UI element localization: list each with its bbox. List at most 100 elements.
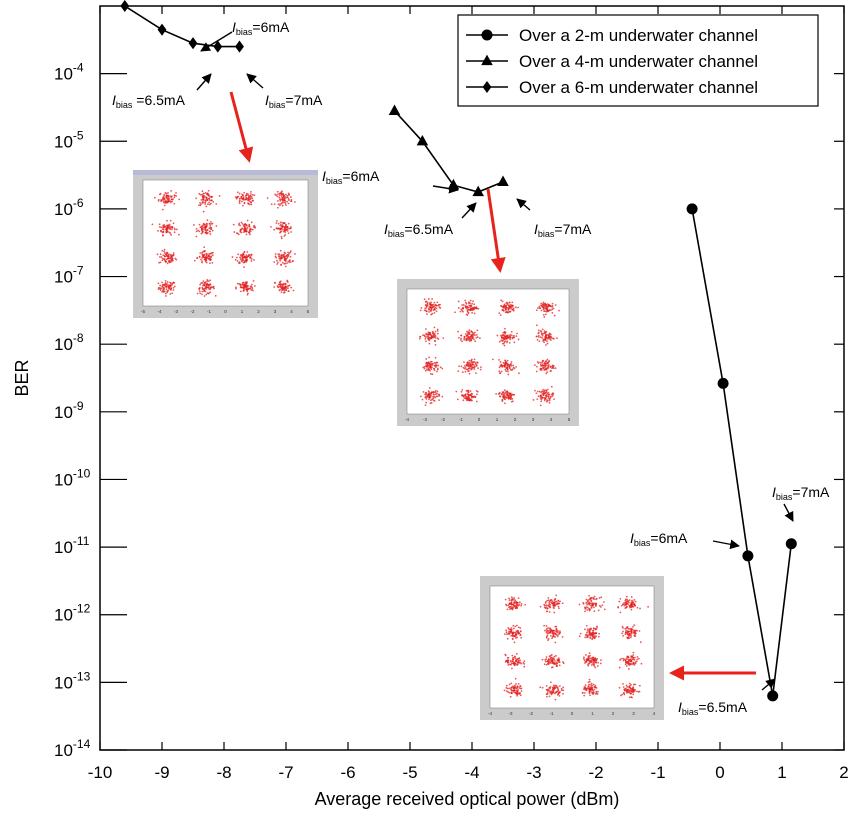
- x-tick-label: -2: [588, 763, 603, 782]
- bias-value: =6mA: [650, 530, 688, 546]
- inset-tick-label: 0: [478, 417, 481, 422]
- y-tick-label: 10-13: [54, 669, 91, 692]
- inset-tick-label: -2: [190, 309, 194, 314]
- bias-value: =7mA: [285, 92, 323, 108]
- y-tick-base: 10: [54, 741, 73, 760]
- bias-value: =7mA: [554, 221, 592, 237]
- data-point: [497, 175, 509, 186]
- x-tick-label: -8: [216, 763, 231, 782]
- bias-subscript: bias: [682, 707, 699, 717]
- bias-label: Ibias=6mA: [232, 19, 290, 37]
- legend-label: Over a 2-m underwater channel: [519, 26, 758, 45]
- bias-annotation: Ibias =6.5mA: [112, 73, 212, 110]
- data-point: [785, 538, 797, 550]
- inset-tick-label: -5: [141, 309, 145, 314]
- bias-symbol: I: [232, 19, 236, 35]
- constellation-2m: -4 -3 -2 -1 0 1 2 3 4: [480, 576, 664, 720]
- x-tick-label: -4: [464, 763, 479, 782]
- data-point: [686, 203, 698, 215]
- bias-subscript: bias: [326, 176, 343, 186]
- bias-annotation: Ibias=7mA: [516, 198, 592, 239]
- inset-tick-label: 1: [241, 309, 244, 314]
- data-point: [416, 134, 429, 146]
- y-tick-base: 10: [54, 65, 73, 84]
- series-triangle: [388, 104, 509, 197]
- bias-value: =6.5mA: [698, 699, 747, 715]
- bias-subscript: bias: [776, 492, 793, 502]
- bias-symbol: I: [322, 168, 326, 184]
- y-tick-base: 10: [54, 403, 73, 422]
- data-point: [388, 104, 401, 115]
- bias-annotation: Ibias=6mA: [322, 168, 459, 194]
- y-tick-label: 10-6: [54, 196, 84, 219]
- bias-subscript: bias: [236, 27, 253, 37]
- x-tick-label: 1: [777, 763, 786, 782]
- bias-label: Ibias=7mA: [265, 92, 323, 110]
- inset-tick-label: 5: [568, 417, 571, 422]
- bias-value: =6.5mA: [132, 92, 185, 108]
- data-point: [717, 377, 729, 389]
- bias-label: Ibias =6.5mA: [112, 92, 186, 110]
- y-axis-title: BER: [12, 359, 32, 396]
- x-tick-label: -3: [526, 763, 541, 782]
- red-arrows: [229, 91, 756, 681]
- x-tick-label: -9: [154, 763, 169, 782]
- y-tick-exponent: -13: [73, 669, 91, 683]
- constellation-6m: -5 -4 -3 -2 -1 0 1 2 3 4 5: [133, 170, 318, 318]
- y-tick-exponent: -8: [73, 331, 84, 345]
- bias-subscript: bias: [634, 538, 651, 548]
- bias-symbol: I: [678, 699, 682, 715]
- legend-label: Over a 4-m underwater channel: [519, 52, 758, 71]
- x-axis-title: Average received optical power (dBm): [315, 789, 620, 809]
- data-point: [235, 40, 244, 53]
- x-tick-label: -5: [402, 763, 417, 782]
- tick-marks: [99, 6, 845, 751]
- bias-value: =6mA: [342, 168, 380, 184]
- bias-subscript: bias: [388, 229, 405, 239]
- y-tick-label: 10-7: [54, 264, 84, 287]
- inset-tick-label: -4: [488, 711, 492, 716]
- inset-tick-label: 1: [496, 417, 499, 422]
- inset-tick-label: 0: [571, 711, 574, 716]
- data-point: [481, 54, 493, 66]
- y-tick-base: 10: [54, 538, 73, 557]
- inset-tick-label: -2: [441, 417, 445, 422]
- inset-tick-label: -1: [549, 711, 553, 716]
- annotation-arrow: [200, 31, 233, 52]
- constellation-4m: -4 -3 -2 -1 0 1 2 3 4 5: [397, 279, 579, 426]
- red-arrow: [486, 188, 506, 273]
- bias-annotation: Ibias=6.5mA: [384, 202, 477, 239]
- bias-label: Ibias=6.5mA: [678, 699, 748, 717]
- inset-tick-label: 5: [307, 309, 310, 314]
- inset-tick-label: 1: [591, 711, 594, 716]
- series-diamond: [120, 0, 244, 53]
- y-tick-exponent: -12: [73, 602, 91, 616]
- y-tick-label: 10-10: [54, 466, 91, 489]
- inset-tick-label: 4: [653, 711, 656, 716]
- legend-entry: Over a 2-m underwater channel: [466, 26, 758, 45]
- annotation-arrow: [516, 198, 531, 211]
- x-tick-label: -10: [88, 763, 113, 782]
- y-tick-label: 10-9: [54, 399, 84, 422]
- data-point: [188, 37, 198, 50]
- series-line: [124, 5, 240, 48]
- legend-label: Over a 6-m underwater channel: [519, 78, 758, 97]
- x-tick-label: 0: [715, 763, 724, 782]
- y-tick-exponent: -5: [73, 128, 84, 142]
- y-tick-base: 10: [54, 606, 73, 625]
- data-point: [157, 23, 167, 36]
- y-tick-exponent: -11: [73, 534, 90, 548]
- x-tick-labels: -10 -9 -8 -7 -6 -5 -4 -3 -2 -1 0 1 2: [88, 763, 849, 782]
- inset-title-bar: [133, 170, 318, 175]
- legend-entries: Over a 2-m underwater channel Over a 4-m …: [466, 26, 758, 97]
- bias-label: Ibias=7mA: [534, 221, 592, 239]
- red-arrow: [229, 91, 254, 163]
- bias-symbol: I: [112, 92, 116, 108]
- constellation-points: [503, 594, 649, 701]
- y-tick-exponent: -14: [73, 737, 91, 751]
- inset-tick-label: 3: [274, 309, 277, 314]
- series-circle: [686, 203, 797, 702]
- bias-subscript: bias: [116, 100, 133, 110]
- inset-tick-label: -2: [529, 711, 533, 716]
